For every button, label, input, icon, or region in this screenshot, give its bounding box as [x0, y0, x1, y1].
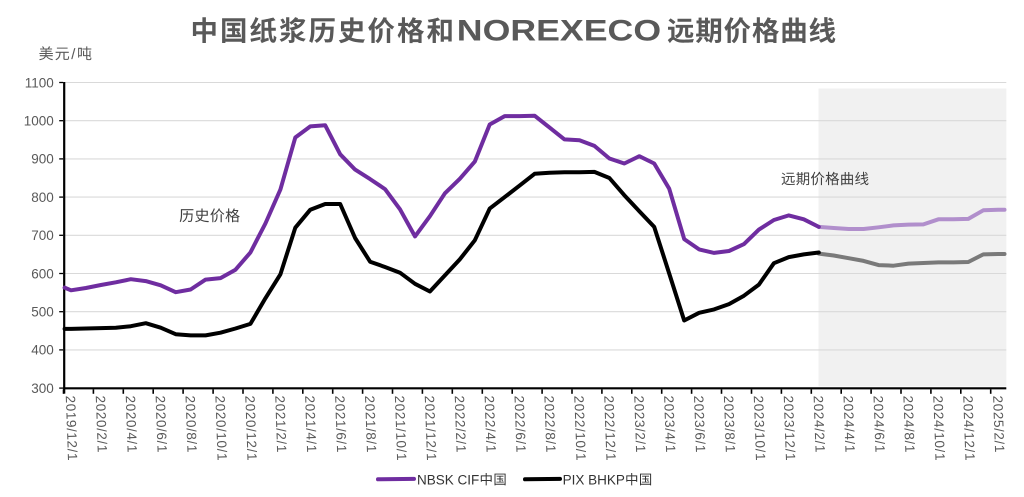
svg-text:2023/8/1: 2023/8/1 — [721, 395, 738, 453]
svg-text:1000: 1000 — [24, 114, 54, 129]
svg-text:2022/6/1: 2022/6/1 — [512, 395, 529, 453]
svg-text:900: 900 — [31, 152, 54, 167]
svg-text:2021/2/1: 2021/2/1 — [272, 395, 289, 453]
svg-text:2020/4/1: 2020/4/1 — [123, 395, 140, 453]
svg-text:2024/4/1: 2024/4/1 — [841, 395, 858, 453]
svg-text:2024/12/1: 2024/12/1 — [960, 395, 977, 461]
svg-text:2023/2/1: 2023/2/1 — [631, 395, 648, 453]
svg-text:800: 800 — [31, 190, 54, 205]
svg-text:NBSK CIF: NBSK CIF — [417, 472, 479, 487]
svg-text:2022/10/1: 2022/10/1 — [571, 395, 588, 461]
svg-text:2024/8/1: 2024/8/1 — [900, 395, 917, 453]
svg-text:2025/2/1: 2025/2/1 — [990, 395, 1007, 453]
svg-text:2020/10/1: 2020/10/1 — [212, 395, 229, 461]
svg-text:2022/4/1: 2022/4/1 — [482, 395, 499, 453]
svg-text:2024/6/1: 2024/6/1 — [871, 395, 888, 453]
svg-text:2019/12/1: 2019/12/1 — [63, 395, 80, 461]
svg-text:2024/10/1: 2024/10/1 — [930, 395, 947, 461]
svg-text:1100: 1100 — [25, 75, 54, 90]
svg-text:300: 300 — [31, 381, 54, 396]
svg-text:2023/10/1: 2023/10/1 — [751, 395, 768, 461]
svg-text:2020/8/1: 2020/8/1 — [183, 395, 200, 453]
svg-text:NOREXECO: NOREXECO — [457, 13, 661, 47]
svg-text:500: 500 — [31, 305, 54, 320]
svg-text:700: 700 — [31, 228, 54, 243]
svg-text:2020/12/1: 2020/12/1 — [242, 395, 259, 461]
svg-text:2022/8/1: 2022/8/1 — [541, 395, 558, 453]
svg-text:600: 600 — [31, 266, 54, 281]
svg-text:PIX BHKP: PIX BHKP — [563, 472, 625, 487]
svg-text:2023/4/1: 2023/4/1 — [661, 395, 678, 453]
svg-text:2020/6/1: 2020/6/1 — [153, 395, 170, 453]
svg-text:2021/6/1: 2021/6/1 — [332, 395, 349, 453]
svg-text:2021/12/1: 2021/12/1 — [422, 395, 439, 461]
svg-text:2021/8/1: 2021/8/1 — [362, 395, 379, 453]
svg-text:2023/12/1: 2023/12/1 — [781, 395, 798, 461]
svg-text:2024/2/1: 2024/2/1 — [811, 395, 828, 453]
svg-text:2022/2/1: 2022/2/1 — [452, 395, 469, 453]
svg-text:2021/10/1: 2021/10/1 — [392, 395, 409, 461]
svg-text:2021/4/1: 2021/4/1 — [302, 395, 319, 453]
svg-text:2023/6/1: 2023/6/1 — [691, 395, 708, 453]
svg-text:400: 400 — [31, 343, 54, 358]
svg-text:2022/12/1: 2022/12/1 — [601, 395, 618, 461]
svg-text:2020/2/1: 2020/2/1 — [93, 395, 110, 453]
